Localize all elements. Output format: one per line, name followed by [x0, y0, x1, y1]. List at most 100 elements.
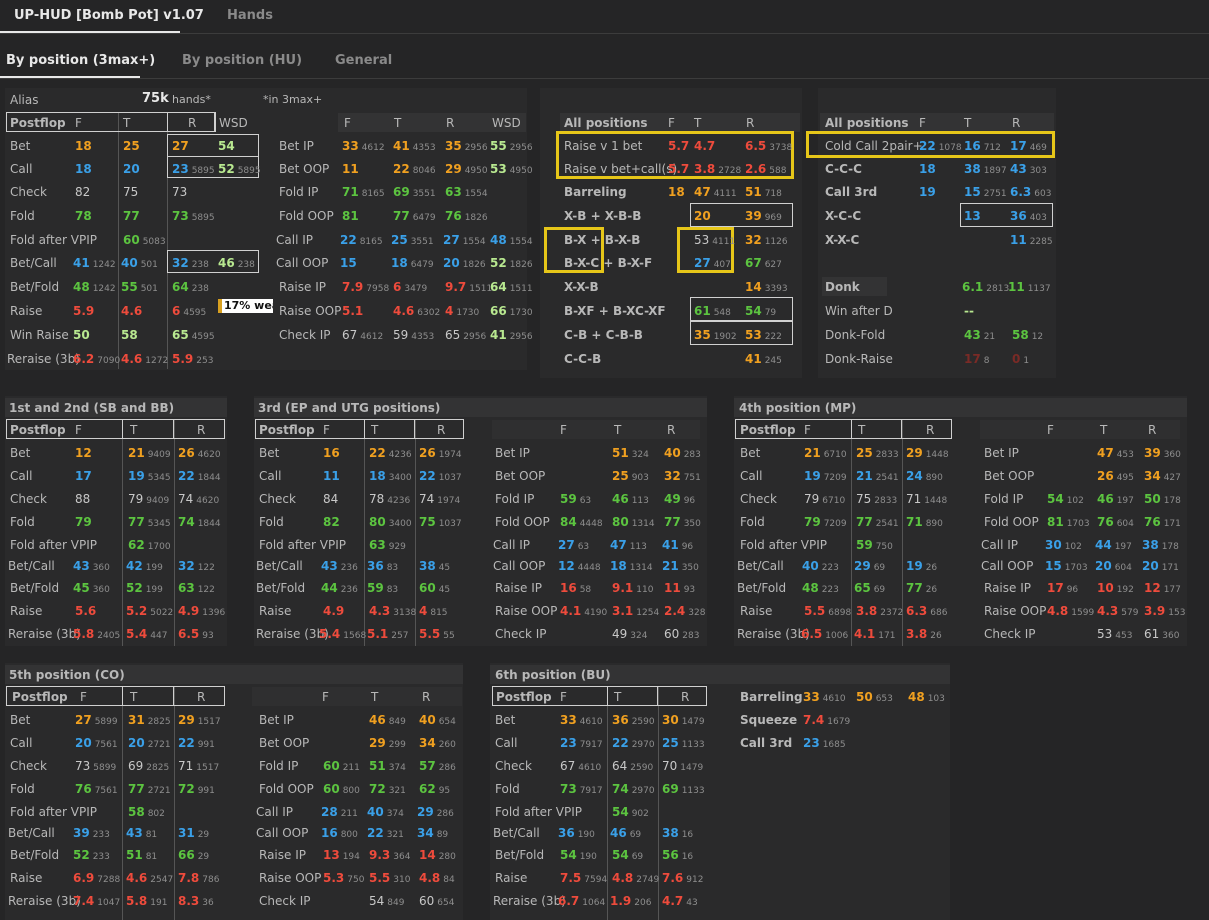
stat-value: 29 1448 [906, 446, 949, 462]
stat-value: 6.3 686 [906, 604, 947, 620]
stat-value: 20 [694, 209, 711, 223]
stat-value: 32 122 [178, 559, 215, 575]
stat-value-text: 5.2 [126, 604, 148, 618]
stat-value-text: 58 [128, 805, 145, 819]
stat-label: Bet [259, 446, 279, 460]
stat-value: 64 238 [172, 280, 209, 296]
stat-label: X-B + X-B-B [564, 209, 641, 223]
sample-size: 69 [631, 852, 644, 862]
stat-value: 54 102 [1047, 492, 1084, 508]
sample-size: 95 [438, 786, 451, 796]
stat-value: 33 4610 [560, 713, 603, 729]
stat-label: Raise OOP [279, 304, 341, 318]
sample-size: 79 [764, 308, 777, 318]
sample-size: 113 [629, 542, 647, 552]
stat-value: 73 7917 [560, 782, 603, 798]
stat-value-text: 19 [804, 469, 821, 483]
stat-label: Fold IP [259, 759, 298, 773]
sample-size: 63 [577, 542, 590, 552]
stat-value: 7.9 7958 [342, 280, 389, 296]
stat-value-text: 63 [369, 538, 386, 552]
stat-value: 36 83 [367, 559, 398, 575]
sample-size: 211 [340, 809, 358, 819]
sample-size: 2970 [631, 740, 655, 750]
stat-label: T [130, 423, 137, 437]
stat-label: T [394, 116, 401, 130]
stat-label-text: Bet OOP [279, 162, 330, 176]
stat-value: 54 69 [612, 848, 643, 864]
stat-value: 36 403 [1010, 209, 1047, 225]
stat-value-text: 16 [323, 446, 340, 460]
stat-value-text: 77 [393, 209, 410, 223]
stat-value-text: 21 [804, 446, 821, 460]
stat-value: 51 374 [369, 759, 406, 775]
stat-value-text: 10 [1097, 581, 1114, 595]
stat-value-text: 7.6 [662, 871, 684, 885]
stat-value: 71 8165 [342, 185, 385, 201]
stat-label: Fold IP [279, 185, 318, 199]
stat-value: 15 2751 [964, 185, 1007, 201]
sample-size: 197 [1114, 542, 1132, 552]
sample-size: 3738 [769, 143, 793, 153]
stat-value-text: 28 [321, 805, 338, 819]
stat-label-text: All positions [825, 116, 909, 130]
tab-up-hud-underline [0, 31, 180, 33]
tab-general[interactable]: General [335, 53, 393, 68]
sample-size: 194 [342, 852, 360, 862]
tab-by-position-hu[interactable]: By position (HU) [182, 53, 303, 68]
stat-label: Raise [10, 604, 42, 618]
stat-value-text: 19 [906, 559, 923, 573]
stat-label: Fold OOP [259, 782, 314, 796]
stat-value: 51 324 [612, 446, 649, 462]
sample-size: 501 [140, 284, 158, 294]
sample-size: 26 [925, 563, 938, 573]
stat-value-text: 29 [445, 162, 462, 176]
stat-label-text: Fold OOP [984, 515, 1039, 529]
stat-value: 65 2956 [445, 328, 486, 344]
stat-label: Call 3rd [825, 185, 877, 199]
stat-label-text: B-XF + B-XC-XF [564, 304, 666, 318]
stat-value: 31 29 [178, 826, 209, 842]
stat-value-text: 65 [445, 328, 461, 342]
sample-size: 4595 [183, 308, 207, 318]
stat-value-text: 43 [321, 559, 338, 573]
stat-label-text: Postflop [496, 690, 552, 704]
stat-value-text: 6.5 [801, 627, 823, 641]
tab-hands[interactable]: Hands [227, 8, 273, 23]
sample-size: 96 [683, 496, 696, 506]
stat-label-text: Fold after VPIP [10, 805, 98, 819]
sample-size: 1554 [509, 237, 533, 247]
sample-size: 750 [875, 542, 893, 552]
sample-size: 29 [197, 852, 210, 862]
stat-value-text: 42 [126, 559, 143, 573]
stat-label: Reraise (3b) [8, 894, 81, 908]
stat-value: 5.1 257 [367, 627, 408, 643]
stat-value-text: 54 [612, 848, 629, 862]
stat-value: 69 2825 [128, 759, 169, 775]
stat-value-text: 39 [745, 209, 762, 223]
sample-size: 1133 [681, 786, 705, 796]
stat-value: 81 [342, 209, 359, 223]
stat-value: 5.5 6898 [804, 604, 851, 620]
stat-value-text: 15 [964, 185, 981, 199]
sample-size: 1242 [92, 284, 116, 294]
sample-size: 223 [821, 585, 839, 595]
top-tabs-divider [0, 33, 1209, 34]
stat-value-text: 41 [662, 538, 679, 552]
stat-value: 74 1974 [419, 492, 460, 508]
sample-size: 1006 [825, 631, 849, 641]
stat-label-text: Raise [495, 871, 528, 885]
stat-label-text: Reraise (3b) [8, 627, 81, 641]
stat-value: 74 2970 [612, 782, 655, 798]
stat-value: 61 360 [1144, 627, 1179, 643]
stat-value-text: 32 [745, 233, 762, 247]
stat-label: R [188, 116, 196, 130]
stat-label: Fold after VPIP [259, 538, 346, 552]
stat-value-text: 54 [560, 848, 577, 862]
sample-size: 2285 [1029, 237, 1053, 247]
stat-value: 46 238 [218, 256, 255, 272]
tab-up-hud[interactable]: UP-HUD [Bomb Pot] v1.07 [14, 8, 204, 23]
tab-by-position-3max[interactable]: By position (3max+) [6, 53, 156, 68]
stat-value-text: 65 [854, 581, 871, 595]
sample-size: 750 [347, 875, 365, 885]
